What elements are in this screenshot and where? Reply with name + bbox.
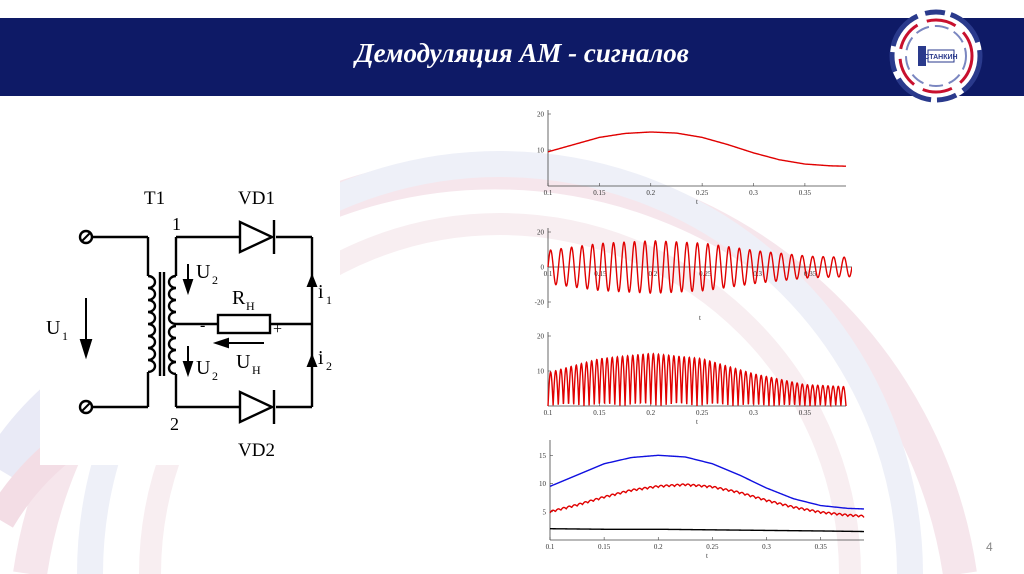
y-tick-label: 0 <box>541 264 545 272</box>
x-tick-label: 0.3 <box>762 543 771 551</box>
node-1-label: 1 <box>172 214 181 234</box>
y-tick-label: 10 <box>537 147 545 155</box>
y-tick-label: 5 <box>543 508 547 516</box>
un-label: U Н <box>236 351 261 377</box>
u2-bottom-label: U 2 <box>196 357 218 383</box>
resistor-rn-label: R Н <box>232 287 255 313</box>
svg-text:U: U <box>196 261 211 283</box>
slide-title: Демодуляция АМ - сигналов <box>355 38 689 68</box>
svg-text:1: 1 <box>62 329 68 343</box>
x-tick-label: 0.1 <box>544 409 553 417</box>
page-number: 4 <box>986 540 993 554</box>
x-tick-label: 0.15 <box>598 543 611 551</box>
x-tick-label: 0.2 <box>654 543 663 551</box>
x-tick-label: 0.2 <box>646 409 655 417</box>
x-tick-label: 0.25 <box>706 543 719 551</box>
series-line <box>547 131 847 167</box>
x-axis-label: t <box>699 314 701 322</box>
x-tick-label: 0.3 <box>753 270 762 278</box>
plot-demodulated-signals: 0.1 0.15 0.2 0.25 0.3 0.35 15 10 5 t <box>539 440 865 560</box>
x-tick-label: 0.25 <box>699 270 712 278</box>
series-line <box>547 239 852 294</box>
svg-text:Н: Н <box>246 299 255 313</box>
svg-text:U: U <box>46 317 61 339</box>
diode-vd1-label: VD1 <box>238 188 275 209</box>
svg-text:U: U <box>196 357 211 379</box>
svg-text:R: R <box>232 287 246 309</box>
svg-text:2: 2 <box>212 273 218 287</box>
y-tick-label: 20 <box>537 111 545 119</box>
x-axis-label: t <box>696 418 698 426</box>
svg-text:2: 2 <box>212 369 218 383</box>
x-axis-label: t <box>706 552 708 560</box>
x-tick-label: 0.3 <box>749 409 758 417</box>
x-tick-label: 0.3 <box>749 189 758 197</box>
x-tick-label: 0.25 <box>696 189 709 197</box>
i2-label: i 2 <box>318 347 332 373</box>
svg-text:1: 1 <box>326 293 332 307</box>
node-2-label: 2 <box>170 414 179 434</box>
x-tick-label: 0.35 <box>815 543 828 551</box>
i1-label: i 1 <box>318 281 332 307</box>
series-line <box>549 483 865 518</box>
svg-text:Н: Н <box>252 363 261 377</box>
y-tick-label: 20 <box>537 333 545 341</box>
plot-rectified-signal: 0.1 0.15 0.2 0.25 0.3 0.35 20 10 t <box>537 332 847 426</box>
u1-label: U 1 <box>46 317 68 343</box>
svg-text:i: i <box>318 347 324 369</box>
x-axis-label: t <box>696 198 698 206</box>
x-tick-label: 0.2 <box>646 189 655 197</box>
y-tick-label: 15 <box>539 452 547 460</box>
svg-text:i: i <box>318 281 324 303</box>
minus-sign: - <box>200 317 205 334</box>
series-line <box>549 528 865 533</box>
logo-text: СТАНКИН <box>924 54 957 61</box>
diode-vd2-label: VD2 <box>238 440 275 461</box>
y-tick-label: 20 <box>537 229 545 237</box>
x-tick-label: 0.35 <box>804 270 817 278</box>
svg-text:2: 2 <box>326 359 332 373</box>
y-tick-label: 10 <box>539 480 547 488</box>
y-tick-label: -20 <box>535 299 545 307</box>
u2-top-label: U 2 <box>196 261 218 287</box>
demodulator-circuit-diagram: T1 VD1 VD2 1 2 U 1 U 2 U 2 R Н U Н i 1 i… <box>40 180 340 465</box>
svg-text:U: U <box>236 351 251 373</box>
y-tick-label: 10 <box>537 368 545 376</box>
x-tick-label: 0.15 <box>593 409 606 417</box>
transformer-label: T1 <box>144 188 165 209</box>
x-tick-label: 0.25 <box>696 409 709 417</box>
x-tick-label: 0.1 <box>544 189 553 197</box>
series-line <box>547 352 847 408</box>
header-bar <box>0 18 1024 96</box>
series-line <box>549 454 865 510</box>
x-tick-label: 0.1 <box>546 543 555 551</box>
x-tick-label: 0.1 <box>544 270 553 278</box>
x-tick-label: 0.15 <box>594 270 607 278</box>
plus-sign: + <box>273 321 282 338</box>
x-tick-label: 0.35 <box>799 189 812 197</box>
stankin-logo: СТАНКИН <box>889 9 983 103</box>
x-tick-label: 0.15 <box>593 189 606 197</box>
plot-modulating-signal: 0.1 0.15 0.2 0.25 0.3 0.35 20 10 t <box>537 110 847 206</box>
x-tick-label: 0.35 <box>799 409 812 417</box>
